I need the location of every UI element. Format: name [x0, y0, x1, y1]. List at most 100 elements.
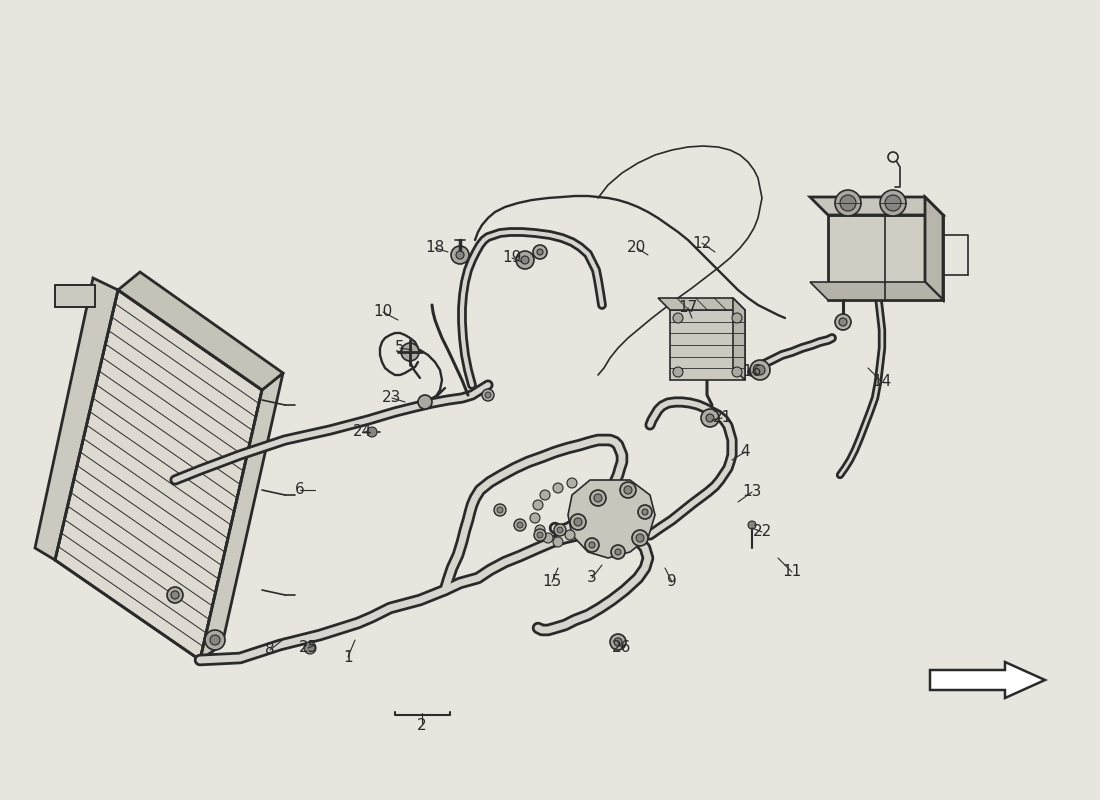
Circle shape [494, 504, 506, 516]
Text: 14: 14 [872, 374, 892, 390]
Polygon shape [200, 373, 283, 660]
Circle shape [521, 256, 529, 264]
Circle shape [706, 414, 714, 422]
Polygon shape [55, 290, 262, 660]
Circle shape [840, 195, 856, 211]
Polygon shape [810, 197, 943, 215]
Polygon shape [568, 480, 654, 558]
Circle shape [638, 505, 652, 519]
Circle shape [537, 249, 543, 255]
Circle shape [585, 538, 600, 552]
Circle shape [614, 638, 622, 646]
Circle shape [594, 494, 602, 502]
Circle shape [642, 509, 648, 515]
Circle shape [543, 533, 553, 543]
Circle shape [514, 519, 526, 531]
Circle shape [530, 513, 540, 523]
Text: 2: 2 [417, 718, 427, 733]
Circle shape [620, 482, 636, 498]
Text: 24: 24 [352, 425, 372, 439]
Circle shape [732, 313, 742, 323]
Circle shape [367, 427, 377, 437]
Circle shape [456, 251, 464, 259]
Circle shape [497, 507, 503, 513]
Circle shape [732, 367, 742, 377]
Circle shape [886, 195, 901, 211]
Circle shape [537, 532, 543, 538]
Text: 11: 11 [782, 565, 802, 579]
Text: 25: 25 [298, 641, 318, 655]
Circle shape [755, 365, 764, 375]
Polygon shape [930, 662, 1045, 698]
Circle shape [701, 409, 719, 427]
Circle shape [574, 518, 582, 526]
Circle shape [880, 190, 906, 216]
Circle shape [540, 490, 550, 500]
Circle shape [610, 545, 625, 559]
Text: 18: 18 [426, 241, 444, 255]
Text: 9: 9 [667, 574, 676, 590]
Circle shape [835, 314, 851, 330]
Text: 4: 4 [740, 445, 750, 459]
Text: 12: 12 [692, 235, 712, 250]
Text: 10: 10 [373, 305, 393, 319]
Circle shape [588, 542, 595, 548]
Circle shape [482, 389, 494, 401]
Polygon shape [810, 282, 943, 300]
Circle shape [888, 152, 898, 162]
Circle shape [566, 478, 578, 488]
Circle shape [167, 587, 183, 603]
Circle shape [624, 486, 632, 494]
Text: 19: 19 [503, 250, 521, 266]
Circle shape [835, 190, 861, 216]
Polygon shape [925, 197, 943, 300]
Polygon shape [35, 278, 118, 560]
Polygon shape [733, 298, 745, 380]
Circle shape [554, 524, 566, 536]
Text: 5: 5 [395, 341, 405, 355]
Circle shape [418, 395, 432, 409]
Text: 26: 26 [613, 641, 631, 655]
Circle shape [534, 529, 546, 541]
Text: 16: 16 [742, 365, 761, 379]
Polygon shape [658, 298, 745, 310]
Text: 22: 22 [752, 525, 771, 539]
Circle shape [516, 251, 534, 269]
Text: 17: 17 [679, 301, 697, 315]
Circle shape [632, 530, 648, 546]
Circle shape [517, 522, 522, 528]
Circle shape [553, 537, 563, 547]
Text: 13: 13 [742, 485, 761, 499]
Circle shape [557, 527, 563, 533]
Text: 1: 1 [343, 650, 353, 665]
Circle shape [534, 245, 547, 259]
Circle shape [553, 483, 563, 493]
Circle shape [590, 490, 606, 506]
Circle shape [673, 313, 683, 323]
Text: 3: 3 [587, 570, 597, 586]
Text: 6: 6 [295, 482, 305, 498]
Circle shape [451, 246, 469, 264]
Circle shape [170, 591, 179, 599]
Circle shape [750, 360, 770, 380]
Circle shape [610, 634, 626, 650]
Polygon shape [55, 285, 95, 307]
Text: 20: 20 [627, 241, 647, 255]
Circle shape [748, 521, 756, 529]
Circle shape [402, 343, 419, 361]
Text: 8: 8 [265, 642, 275, 658]
Circle shape [636, 534, 644, 542]
Circle shape [565, 530, 575, 540]
Circle shape [535, 525, 544, 535]
Text: 23: 23 [383, 390, 402, 406]
Circle shape [615, 549, 622, 555]
Circle shape [485, 392, 491, 398]
Text: 21: 21 [713, 410, 732, 426]
Circle shape [673, 367, 683, 377]
Circle shape [534, 500, 543, 510]
Circle shape [839, 318, 847, 326]
Circle shape [304, 642, 316, 654]
Polygon shape [828, 215, 943, 300]
Polygon shape [670, 310, 745, 380]
Circle shape [570, 514, 586, 530]
